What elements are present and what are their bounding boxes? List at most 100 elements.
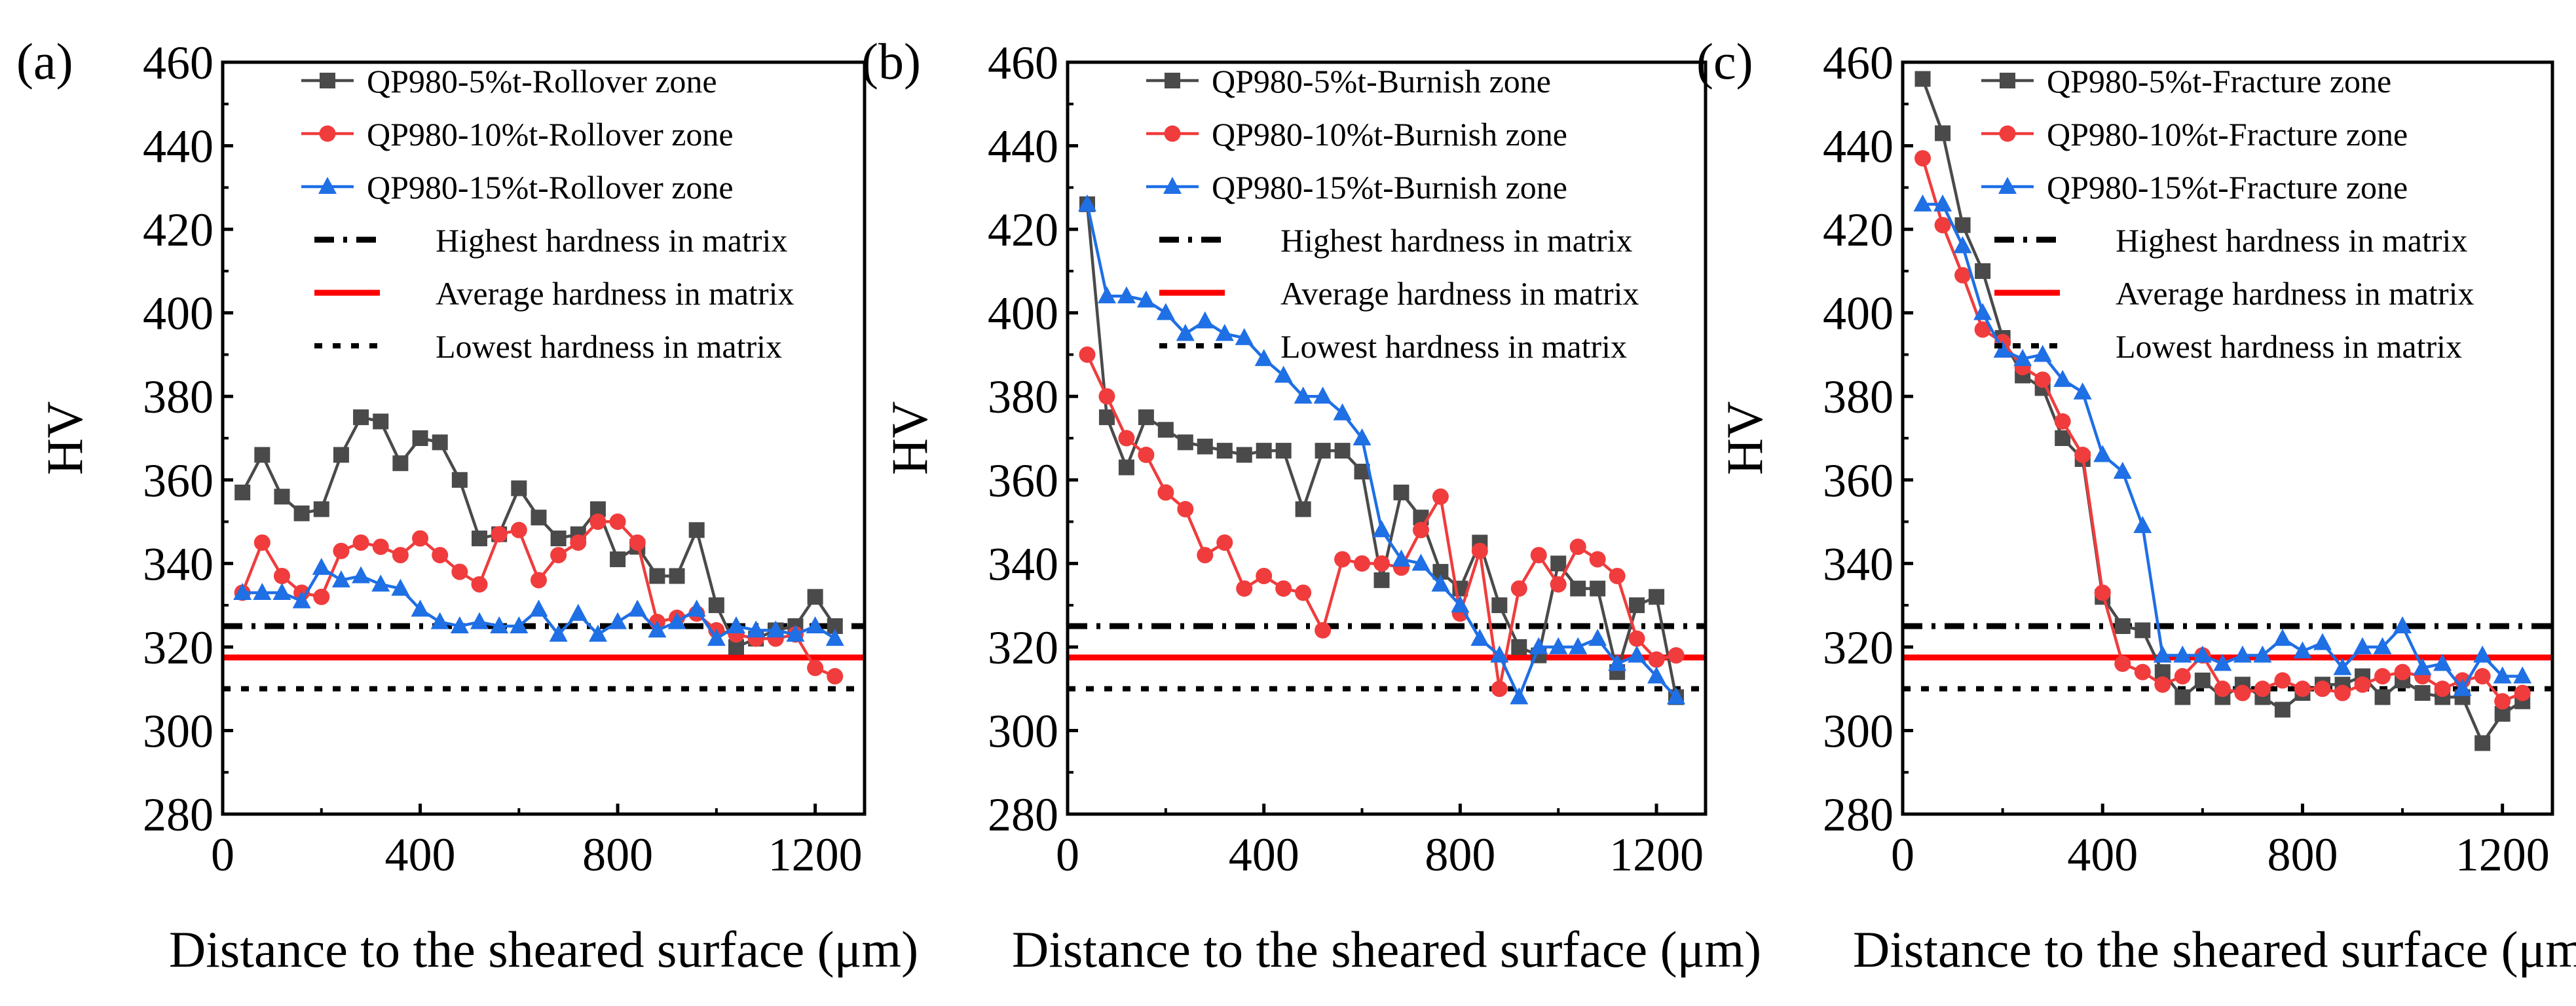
data-point bbox=[313, 501, 329, 517]
y-tick-label: 320 bbox=[988, 622, 1058, 674]
data-point bbox=[1510, 687, 1529, 705]
data-point bbox=[2173, 645, 2192, 663]
y-tick-label: 320 bbox=[1823, 622, 1894, 674]
data-point bbox=[2354, 676, 2371, 693]
data-point bbox=[2513, 666, 2532, 684]
data-point bbox=[1235, 327, 1254, 345]
y-tick-label: 280 bbox=[1823, 789, 1894, 841]
legend-marker bbox=[318, 177, 337, 194]
data-point bbox=[529, 599, 548, 617]
data-point bbox=[274, 489, 290, 505]
data-point bbox=[392, 455, 409, 472]
data-point bbox=[1432, 488, 1449, 505]
data-point bbox=[451, 563, 468, 580]
data-point bbox=[569, 603, 588, 621]
data-point bbox=[1333, 403, 1352, 420]
data-point bbox=[1973, 303, 1992, 320]
data-point bbox=[1590, 580, 1606, 597]
data-point bbox=[609, 513, 626, 531]
data-point bbox=[2253, 645, 2272, 663]
data-point bbox=[2034, 371, 2051, 388]
y-tick-label: 420 bbox=[143, 204, 214, 256]
data-point bbox=[1609, 567, 1626, 584]
data-point bbox=[2314, 680, 2331, 698]
data-point bbox=[1490, 645, 1509, 663]
data-point bbox=[2333, 658, 2352, 675]
data-point bbox=[1157, 484, 1174, 501]
data-point bbox=[490, 616, 509, 633]
data-point bbox=[1136, 290, 1155, 308]
data-point bbox=[1236, 447, 1252, 463]
data-point bbox=[570, 534, 587, 551]
legend-label: Highest hardness in matrix bbox=[1280, 222, 1632, 259]
data-point bbox=[2033, 345, 2052, 362]
data-point bbox=[1274, 365, 1293, 383]
data-point bbox=[1118, 430, 1135, 447]
data-point bbox=[807, 589, 823, 605]
x-axis-title: Distance to the sheared surface (μm) bbox=[1853, 921, 2576, 978]
legend-label: Average hardness in matrix bbox=[436, 275, 794, 312]
data-point bbox=[1491, 597, 1508, 614]
data-point bbox=[1197, 438, 1213, 455]
data-point bbox=[649, 568, 665, 584]
data-point bbox=[1098, 409, 1115, 426]
data-point bbox=[1570, 580, 1586, 597]
data-point bbox=[1974, 321, 1991, 338]
data-point bbox=[667, 612, 686, 629]
data-point bbox=[1569, 637, 1588, 654]
data-point bbox=[550, 531, 567, 547]
data-point bbox=[2413, 658, 2432, 675]
data-point bbox=[333, 447, 349, 463]
data-point bbox=[510, 616, 529, 633]
data-point bbox=[353, 409, 369, 426]
data-point bbox=[1628, 645, 1647, 663]
data-point bbox=[786, 624, 805, 642]
data-point bbox=[333, 542, 350, 559]
panel-label: (c) bbox=[1696, 33, 1753, 90]
y-tick-label: 400 bbox=[1823, 288, 1894, 340]
data-point bbox=[352, 566, 371, 584]
legend-marker bbox=[1999, 125, 2016, 142]
data-point bbox=[1313, 386, 1332, 404]
series-line-1 bbox=[241, 520, 836, 678]
data-point bbox=[2113, 462, 2132, 479]
data-point bbox=[2194, 672, 2211, 688]
data-point bbox=[1176, 324, 1195, 341]
data-point bbox=[727, 616, 745, 633]
data-point bbox=[1372, 520, 1391, 538]
data-point bbox=[2053, 369, 2072, 387]
legend-label: QP980-5%t-Fracture zone bbox=[2047, 63, 2391, 100]
data-point bbox=[1294, 386, 1313, 404]
legend-marker bbox=[1163, 177, 1182, 194]
data-point bbox=[1197, 547, 1214, 564]
data-point bbox=[1077, 194, 1096, 212]
data-point bbox=[1588, 629, 1607, 646]
data-point bbox=[411, 599, 430, 617]
data-point bbox=[708, 597, 724, 614]
data-point bbox=[2175, 689, 2191, 705]
x-tick-label: 400 bbox=[385, 829, 456, 881]
data-point bbox=[1550, 555, 1567, 572]
data-point bbox=[1529, 637, 1548, 654]
data-point bbox=[2293, 641, 2312, 659]
data-point bbox=[2073, 382, 2092, 400]
legend-marker bbox=[320, 73, 335, 88]
data-point bbox=[430, 612, 449, 629]
data-point bbox=[1393, 484, 1409, 500]
data-point bbox=[2374, 668, 2391, 685]
data-point bbox=[1156, 303, 1175, 320]
data-point bbox=[1138, 447, 1155, 464]
data-point bbox=[1315, 622, 1332, 639]
data-point bbox=[1549, 637, 1568, 654]
panel-0: 280 300 320 340 360 380 400 420 440 460 0 400 800 120… bbox=[16, 33, 918, 978]
legend-label: Average hardness in matrix bbox=[1280, 275, 1639, 312]
x-tick-label: 400 bbox=[2067, 829, 2138, 881]
data-point bbox=[392, 547, 409, 564]
x-tick-label: 800 bbox=[582, 829, 653, 881]
panel-2: 280 300 320 340 360 380 400 420 440 460 0 400 800 120… bbox=[1696, 33, 2576, 978]
data-point bbox=[1451, 595, 1470, 613]
legend-label: QP980-15%t-Burnish zone bbox=[1212, 169, 1567, 206]
y-tick-label: 400 bbox=[143, 288, 214, 340]
data-point bbox=[806, 616, 825, 633]
data-point bbox=[2214, 680, 2231, 698]
